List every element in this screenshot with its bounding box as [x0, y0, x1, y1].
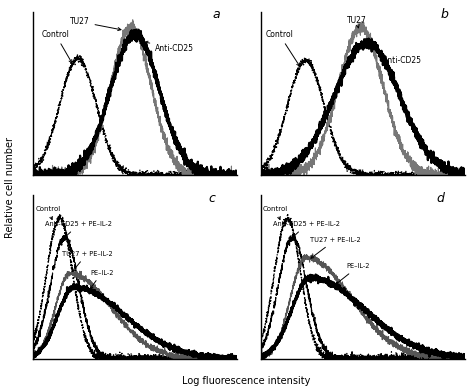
Text: Control: Control: [35, 206, 61, 220]
Text: Anti-CD25 + PE–IL-2: Anti-CD25 + PE–IL-2: [273, 221, 340, 238]
Text: Control: Control: [263, 206, 288, 220]
Text: Log fluorescence intensity: Log fluorescence intensity: [182, 376, 310, 386]
Text: Anti-CD25: Anti-CD25: [145, 41, 194, 53]
Text: Anti-CD25 + PE–IL-2: Anti-CD25 + PE–IL-2: [46, 221, 112, 238]
Text: PE–IL-2: PE–IL-2: [90, 269, 114, 289]
Text: Anti-CD25: Anti-CD25: [380, 53, 422, 65]
Text: a: a: [212, 8, 220, 21]
Text: PE–IL-2: PE–IL-2: [335, 263, 370, 285]
Text: b: b: [440, 8, 448, 21]
Text: Relative cell number: Relative cell number: [5, 137, 15, 238]
Text: TU27 + PE–IL-2: TU27 + PE–IL-2: [310, 237, 361, 258]
Text: Control: Control: [265, 30, 300, 66]
Text: TU27 + PE–IL-2: TU27 + PE–IL-2: [62, 251, 112, 271]
Text: TU27: TU27: [70, 17, 121, 30]
Text: d: d: [436, 191, 444, 205]
Text: Control: Control: [41, 30, 72, 63]
Text: TU27: TU27: [346, 16, 366, 28]
Text: c: c: [208, 191, 215, 205]
